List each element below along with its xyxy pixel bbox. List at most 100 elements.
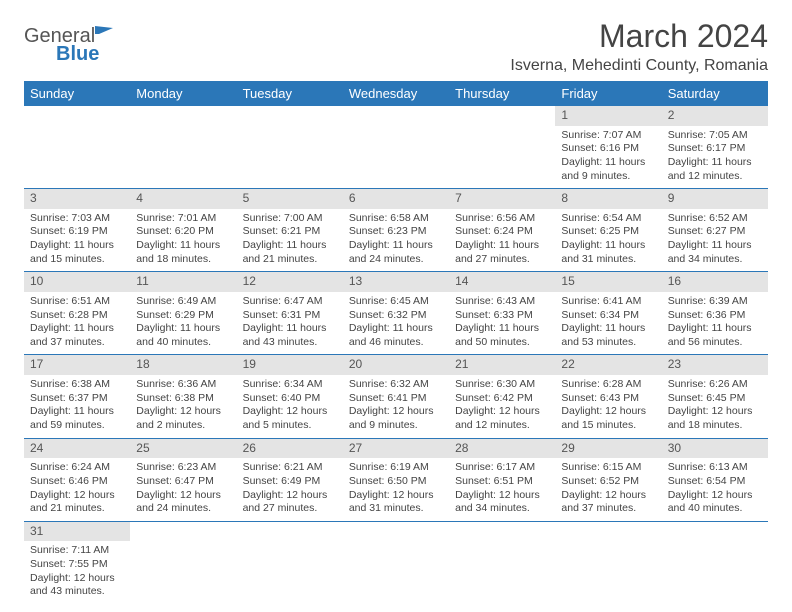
day-cell [130, 521, 236, 604]
day-cell: 25Sunrise: 6:23 AMSunset: 6:47 PMDayligh… [130, 438, 236, 521]
daylight-text: Daylight: 12 hours and 2 minutes. [136, 405, 230, 432]
day-cell: 24Sunrise: 6:24 AMSunset: 6:46 PMDayligh… [24, 438, 130, 521]
sunrise-text: Sunrise: 6:39 AM [668, 295, 762, 309]
sunset-text: Sunset: 6:41 PM [349, 392, 443, 406]
sunset-text: Sunset: 6:31 PM [243, 309, 337, 323]
day-number: 18 [130, 355, 236, 375]
day-cell: 28Sunrise: 6:17 AMSunset: 6:51 PMDayligh… [449, 438, 555, 521]
day-content: Sunrise: 7:07 AMSunset: 6:16 PMDaylight:… [555, 126, 661, 189]
sunrise-text: Sunrise: 6:58 AM [349, 212, 443, 226]
sunrise-text: Sunrise: 6:36 AM [136, 378, 230, 392]
day-content: Sunrise: 6:45 AMSunset: 6:32 PMDaylight:… [343, 292, 449, 355]
day-cell [343, 106, 449, 189]
day-content: Sunrise: 6:28 AMSunset: 6:43 PMDaylight:… [555, 375, 661, 438]
day-number: 16 [662, 272, 768, 292]
day-cell: 11Sunrise: 6:49 AMSunset: 6:29 PMDayligh… [130, 272, 236, 355]
day-content: Sunrise: 7:01 AMSunset: 6:20 PMDaylight:… [130, 209, 236, 272]
sunrise-text: Sunrise: 7:03 AM [30, 212, 124, 226]
day-number: 24 [24, 439, 130, 459]
day-number: 23 [662, 355, 768, 375]
daylight-text: Daylight: 11 hours and 46 minutes. [349, 322, 443, 349]
day-content: Sunrise: 6:51 AMSunset: 6:28 PMDaylight:… [24, 292, 130, 355]
day-cell: 2Sunrise: 7:05 AMSunset: 6:17 PMDaylight… [662, 106, 768, 189]
weekday-header: Saturday [662, 81, 768, 106]
sunset-text: Sunset: 7:55 PM [30, 558, 124, 572]
sunrise-text: Sunrise: 6:23 AM [136, 461, 230, 475]
logo: General Blue [24, 26, 117, 63]
sunrise-text: Sunrise: 6:51 AM [30, 295, 124, 309]
daylight-text: Daylight: 11 hours and 43 minutes. [243, 322, 337, 349]
weekday-header: Sunday [24, 81, 130, 106]
day-cell [449, 521, 555, 604]
sunset-text: Sunset: 6:17 PM [668, 142, 762, 156]
day-number: 27 [343, 439, 449, 459]
daylight-text: Daylight: 12 hours and 43 minutes. [30, 572, 124, 599]
sunrise-text: Sunrise: 6:45 AM [349, 295, 443, 309]
day-cell [24, 106, 130, 189]
day-content: Sunrise: 6:43 AMSunset: 6:33 PMDaylight:… [449, 292, 555, 355]
day-cell [662, 521, 768, 604]
day-cell: 14Sunrise: 6:43 AMSunset: 6:33 PMDayligh… [449, 272, 555, 355]
day-cell: 13Sunrise: 6:45 AMSunset: 6:32 PMDayligh… [343, 272, 449, 355]
day-number: 30 [662, 439, 768, 459]
sunrise-text: Sunrise: 6:43 AM [455, 295, 549, 309]
day-number: 4 [130, 189, 236, 209]
daylight-text: Daylight: 11 hours and 31 minutes. [561, 239, 655, 266]
day-cell: 18Sunrise: 6:36 AMSunset: 6:38 PMDayligh… [130, 355, 236, 438]
day-cell: 20Sunrise: 6:32 AMSunset: 6:41 PMDayligh… [343, 355, 449, 438]
day-content: Sunrise: 6:58 AMSunset: 6:23 PMDaylight:… [343, 209, 449, 272]
sunset-text: Sunset: 6:34 PM [561, 309, 655, 323]
day-content: Sunrise: 6:24 AMSunset: 6:46 PMDaylight:… [24, 458, 130, 521]
day-cell: 5Sunrise: 7:00 AMSunset: 6:21 PMDaylight… [237, 189, 343, 272]
sunrise-text: Sunrise: 7:00 AM [243, 212, 337, 226]
day-cell [237, 521, 343, 604]
day-content: Sunrise: 6:49 AMSunset: 6:29 PMDaylight:… [130, 292, 236, 355]
day-number: 13 [343, 272, 449, 292]
day-number: 9 [662, 189, 768, 209]
day-cell: 15Sunrise: 6:41 AMSunset: 6:34 PMDayligh… [555, 272, 661, 355]
day-number: 11 [130, 272, 236, 292]
day-number: 5 [237, 189, 343, 209]
daylight-text: Daylight: 12 hours and 24 minutes. [136, 489, 230, 516]
sunrise-text: Sunrise: 6:38 AM [30, 378, 124, 392]
daylight-text: Daylight: 11 hours and 37 minutes. [30, 322, 124, 349]
sunrise-text: Sunrise: 6:28 AM [561, 378, 655, 392]
week-row: 3Sunrise: 7:03 AMSunset: 6:19 PMDaylight… [24, 189, 768, 272]
day-number: 31 [24, 522, 130, 542]
daylight-text: Daylight: 12 hours and 12 minutes. [455, 405, 549, 432]
day-number: 3 [24, 189, 130, 209]
day-number: 26 [237, 439, 343, 459]
sunset-text: Sunset: 6:47 PM [136, 475, 230, 489]
day-cell: 27Sunrise: 6:19 AMSunset: 6:50 PMDayligh… [343, 438, 449, 521]
day-cell: 3Sunrise: 7:03 AMSunset: 6:19 PMDaylight… [24, 189, 130, 272]
weekday-header: Tuesday [237, 81, 343, 106]
sunrise-text: Sunrise: 7:05 AM [668, 129, 762, 143]
sunrise-text: Sunrise: 6:54 AM [561, 212, 655, 226]
sunrise-text: Sunrise: 6:13 AM [668, 461, 762, 475]
sunset-text: Sunset: 6:52 PM [561, 475, 655, 489]
daylight-text: Daylight: 11 hours and 9 minutes. [561, 156, 655, 183]
daylight-text: Daylight: 11 hours and 18 minutes. [136, 239, 230, 266]
day-cell: 10Sunrise: 6:51 AMSunset: 6:28 PMDayligh… [24, 272, 130, 355]
sunset-text: Sunset: 6:24 PM [455, 225, 549, 239]
day-content: Sunrise: 6:54 AMSunset: 6:25 PMDaylight:… [555, 209, 661, 272]
day-content: Sunrise: 6:13 AMSunset: 6:54 PMDaylight:… [662, 458, 768, 521]
sunset-text: Sunset: 6:54 PM [668, 475, 762, 489]
day-content: Sunrise: 7:03 AMSunset: 6:19 PMDaylight:… [24, 209, 130, 272]
week-row: 1Sunrise: 7:07 AMSunset: 6:16 PMDaylight… [24, 106, 768, 189]
daylight-text: Daylight: 12 hours and 21 minutes. [30, 489, 124, 516]
day-content: Sunrise: 6:34 AMSunset: 6:40 PMDaylight:… [237, 375, 343, 438]
weekday-header: Wednesday [343, 81, 449, 106]
daylight-text: Daylight: 12 hours and 5 minutes. [243, 405, 337, 432]
sunrise-text: Sunrise: 6:34 AM [243, 378, 337, 392]
sunset-text: Sunset: 6:43 PM [561, 392, 655, 406]
daylight-text: Daylight: 11 hours and 24 minutes. [349, 239, 443, 266]
day-number: 1 [555, 106, 661, 126]
sunset-text: Sunset: 6:29 PM [136, 309, 230, 323]
daylight-text: Daylight: 12 hours and 31 minutes. [349, 489, 443, 516]
sunset-text: Sunset: 6:33 PM [455, 309, 549, 323]
day-content: Sunrise: 6:52 AMSunset: 6:27 PMDaylight:… [662, 209, 768, 272]
month-title: March 2024 [510, 18, 768, 55]
daylight-text: Daylight: 12 hours and 34 minutes. [455, 489, 549, 516]
sunset-text: Sunset: 6:19 PM [30, 225, 124, 239]
